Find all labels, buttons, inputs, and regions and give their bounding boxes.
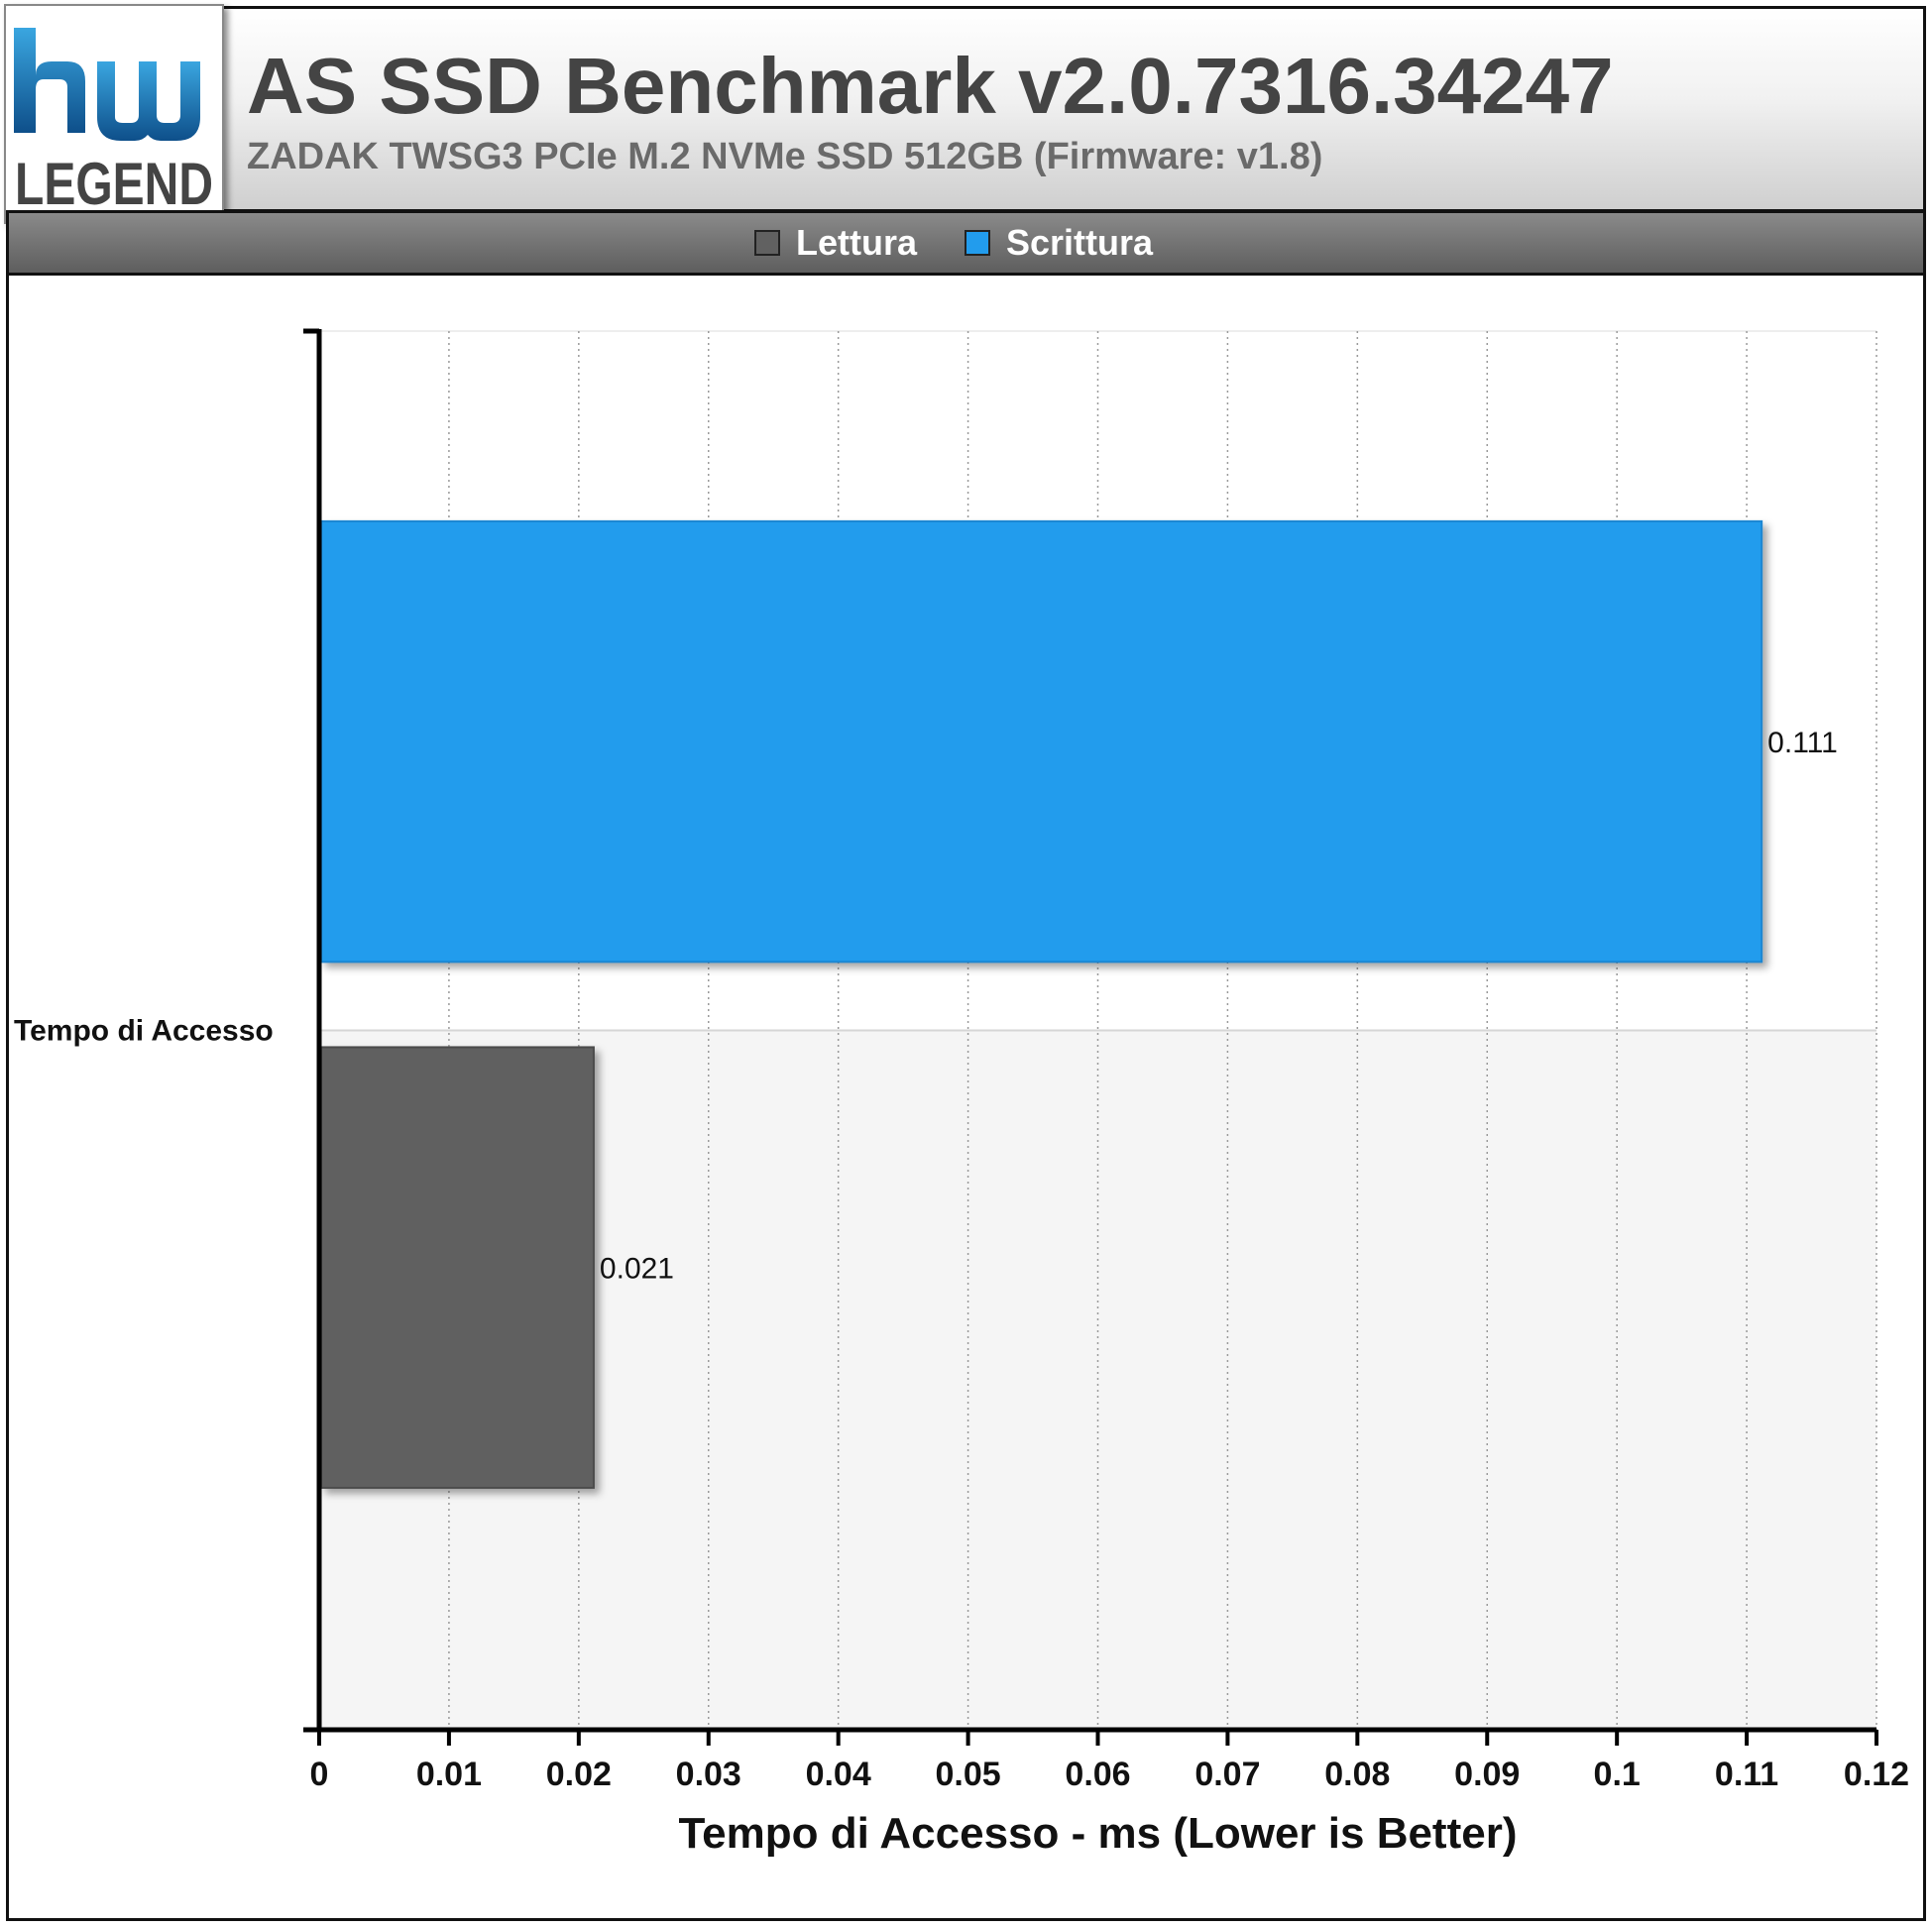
x-tick-label: 0.08 [1324,1756,1390,1793]
x-tick-label: 0 [310,1756,329,1793]
hwlegend-logo: LEGEND [4,4,224,224]
chart-title: AS SSD Benchmark v2.0.7316.34247 [247,42,1614,130]
x-tick-label: 0.05 [935,1756,1000,1793]
legend-label-scrittura: Scrittura [1006,222,1154,263]
value-label-scrittura: 0.111 [1767,727,1838,759]
x-tick-label: 0.03 [676,1756,741,1793]
x-tick-label: 0.04 [806,1756,871,1793]
logo-wordmark: LEGEND [15,151,213,217]
category-label: Tempo di Accesso [14,1015,274,1048]
value-label-lettura: 0.021 [600,1253,674,1286]
x-tick-label: 0.06 [1065,1756,1130,1793]
legend: Lettura Scrittura [6,210,1926,276]
x-tick-label: 0.1 [1594,1756,1641,1793]
bar-scrittura [320,519,1763,964]
x-tick-label: 0.07 [1194,1756,1260,1793]
x-tick-label: 0.12 [1844,1756,1909,1793]
hwlegend-logo-graphic: LEGEND [14,28,213,217]
bar-lettura [320,1046,595,1489]
legend-item-scrittura: Scrittura [965,213,1153,273]
x-tick-label: 0.01 [416,1756,482,1793]
x-tick-label: 0.11 [1715,1756,1778,1793]
legend-swatch-scrittura [965,230,990,256]
chart-header: AS SSD Benchmark v2.0.7316.34247 ZADAK T… [6,6,1926,212]
x-tick-label: 0.02 [546,1756,612,1793]
x-tick-label: 0.09 [1454,1756,1520,1793]
legend-label-lettura: Lettura [796,222,918,263]
legend-item-lettura: Lettura [754,213,917,273]
x-axis-title: Tempo di Accesso - ms (Lower is Better) [679,1809,1518,1858]
chart-subtitle: ZADAK TWSG3 PCIe M.2 NVMe SSD 512GB (Fir… [247,136,1323,177]
legend-swatch-lettura [754,230,780,256]
